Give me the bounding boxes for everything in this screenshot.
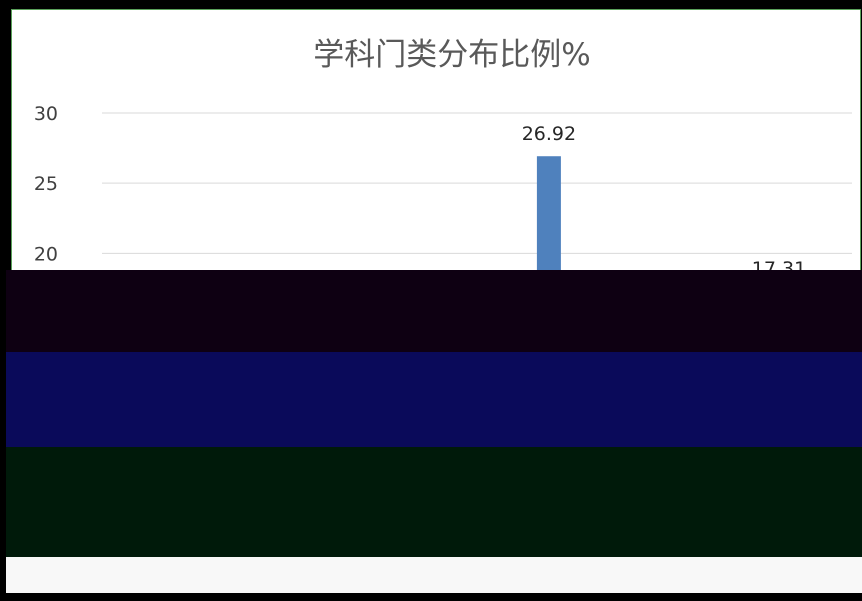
chart-title: 学科门类分布比例% bbox=[313, 37, 590, 73]
y-tick-label: 20 bbox=[34, 243, 58, 265]
artifact-band-dark bbox=[6, 270, 862, 352]
y-tick-label: 25 bbox=[34, 173, 58, 195]
artifact-band-green bbox=[6, 447, 862, 557]
artifact-band-navy bbox=[6, 352, 862, 447]
artifact-band-white bbox=[6, 557, 862, 593]
y-tick-label: 30 bbox=[34, 103, 58, 125]
data-label: 26.92 bbox=[522, 123, 576, 145]
